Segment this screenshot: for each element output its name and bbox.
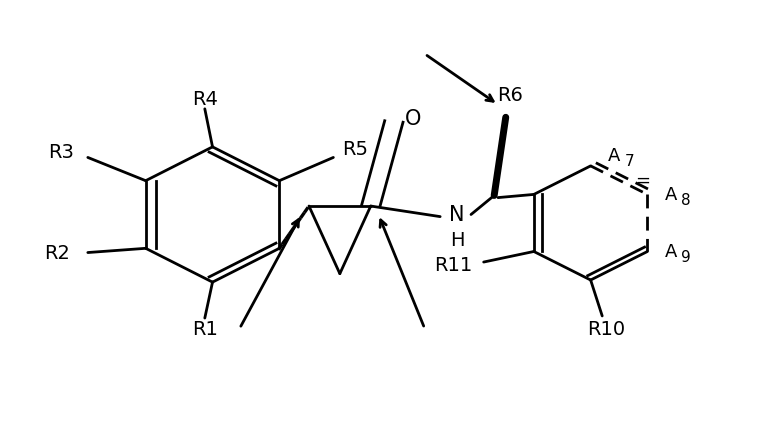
Text: 9: 9 xyxy=(682,249,691,264)
Text: R6: R6 xyxy=(497,85,523,104)
Text: H: H xyxy=(450,231,464,250)
Text: R10: R10 xyxy=(587,319,625,338)
Text: A: A xyxy=(608,147,620,165)
Text: 7: 7 xyxy=(625,154,634,169)
Text: R3: R3 xyxy=(48,142,74,161)
Text: R5: R5 xyxy=(342,140,368,159)
Text: 8: 8 xyxy=(682,193,691,208)
Text: A: A xyxy=(665,186,677,204)
Text: N: N xyxy=(449,205,465,225)
Text: A: A xyxy=(665,243,677,261)
Text: R2: R2 xyxy=(44,243,70,262)
Text: R11: R11 xyxy=(434,255,472,274)
Text: =: = xyxy=(635,172,650,190)
Text: O: O xyxy=(405,109,421,129)
Text: R1: R1 xyxy=(192,319,218,338)
Text: R4: R4 xyxy=(192,89,218,108)
